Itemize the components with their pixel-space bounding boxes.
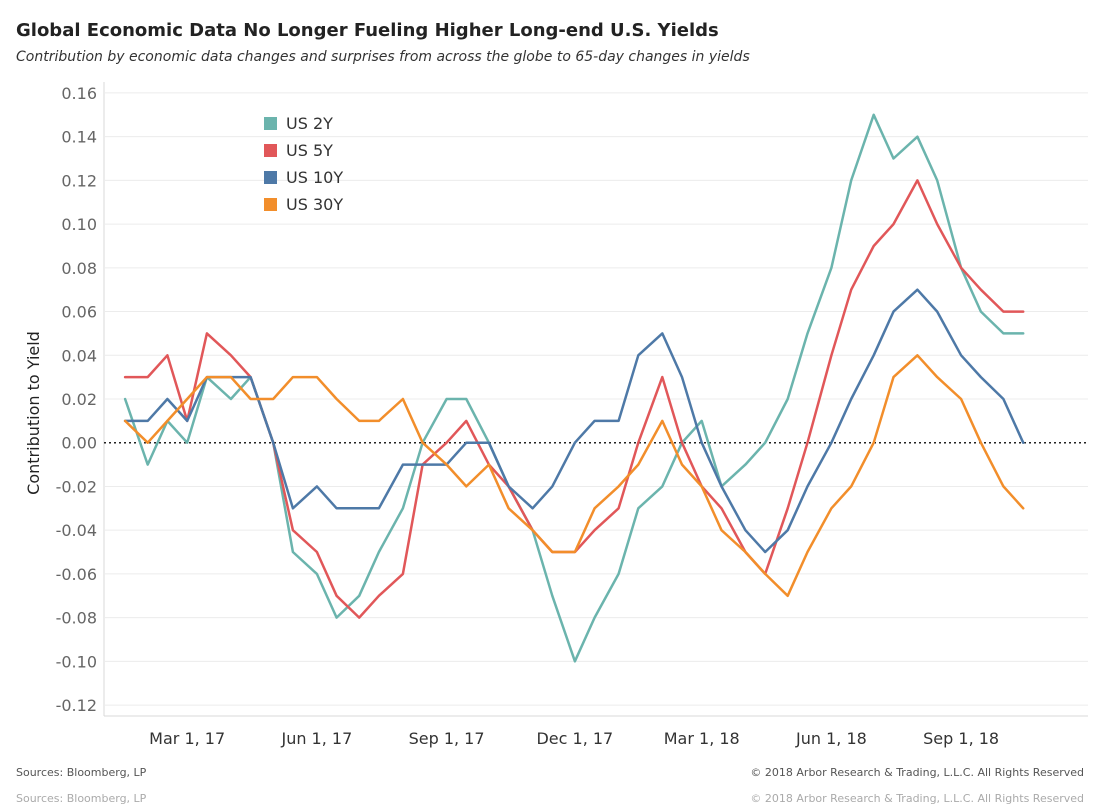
copyright-note-repeat: © 2018 Arbor Research & Trading, L.L.C. … — [750, 792, 1084, 805]
x-tick-label: Sep 1, 17 — [409, 729, 485, 748]
legend-label: US 30Y — [286, 195, 343, 214]
x-tick-label: Jun 1, 18 — [795, 729, 867, 748]
y-tick-label: -0.04 — [56, 521, 97, 540]
x-tick-label: Dec 1, 17 — [536, 729, 613, 748]
y-tick-label: -0.10 — [56, 652, 97, 671]
y-tick-label: -0.06 — [56, 565, 97, 584]
y-tick-label: -0.02 — [56, 477, 97, 496]
y-axis-label: Contribution to Yield — [24, 331, 43, 495]
legend-swatch — [264, 198, 277, 211]
y-tick-label: 0.06 — [61, 303, 97, 322]
x-tick-label: Mar 1, 18 — [664, 729, 740, 748]
y-tick-label: -0.12 — [56, 696, 97, 715]
legend: US 2Y US 5Y US 10Y US 30Y — [264, 114, 343, 214]
y-tick-label: 0.02 — [61, 390, 97, 409]
legend-label: US 10Y — [286, 168, 343, 187]
series-line-us-2y — [123, 113, 1025, 663]
line-chart: 0.16 0.14 0.12 0.10 0.08 0.06 0.04 0.02 0.00 -0.0… — [24, 82, 1088, 748]
x-tick-label: Sep 1, 18 — [923, 729, 999, 748]
chart-subtitle: Contribution by economic data changes an… — [16, 49, 750, 65]
series-line-us-10y — [123, 288, 1025, 554]
y-tick-label: 0.08 — [61, 259, 97, 278]
chart-title: Global Economic Data No Longer Fueling H… — [16, 20, 719, 41]
source-note: Sources: Bloomberg, LP — [16, 766, 147, 779]
y-tick-label: 0.10 — [61, 215, 97, 234]
x-tick-label: Jun 1, 17 — [280, 729, 352, 748]
x-tick-label: Mar 1, 17 — [149, 729, 225, 748]
legend-swatch — [264, 144, 277, 157]
source-note-repeat: Sources: Bloomberg, LP — [16, 792, 147, 805]
legend-label: US 5Y — [286, 141, 333, 160]
y-tick-label: 0.12 — [61, 171, 97, 190]
y-tick-label: -0.08 — [56, 609, 97, 628]
y-tick-label: 0.16 — [61, 84, 97, 103]
copyright-note: © 2018 Arbor Research & Trading, L.L.C. … — [750, 766, 1084, 779]
y-tick-label: 0.14 — [61, 128, 97, 147]
legend-swatch — [264, 117, 277, 130]
legend-swatch — [264, 171, 277, 184]
y-tick-label: 0.00 — [61, 434, 97, 453]
y-tick-label: 0.04 — [61, 346, 97, 365]
legend-label: US 2Y — [286, 114, 333, 133]
series-line-us-30y — [123, 354, 1025, 598]
